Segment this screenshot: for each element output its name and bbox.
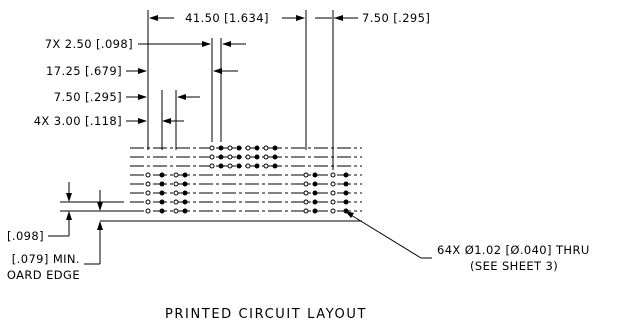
- pad-hole: [272, 163, 278, 169]
- pad-hole: [173, 199, 179, 205]
- pad-hole: [330, 181, 336, 187]
- dimension-right-offset-label: 7.50 [.295]: [362, 11, 430, 25]
- pad-hole: [263, 154, 269, 160]
- pad-hole: [236, 145, 242, 151]
- pad-hole: [209, 163, 215, 169]
- pad-hole: [312, 190, 318, 196]
- pad-hole: [227, 154, 233, 160]
- pad-hole: [218, 145, 224, 151]
- dimension-board-edge-label-2: OARD EDGE: [7, 268, 80, 282]
- pad-hole: [173, 190, 179, 196]
- dimension-right-offset: 7.50 [.295]: [315, 10, 430, 170]
- pad-hole: [343, 181, 349, 187]
- pad-hole: [312, 208, 318, 214]
- pad-hole: [182, 181, 188, 187]
- pad-hole: [236, 154, 242, 160]
- pad-hole: [312, 181, 318, 187]
- pad-hole: [173, 172, 179, 178]
- dimension-offset-a-label: 17.25 [.679]: [46, 64, 122, 78]
- pad-hole: [330, 208, 336, 214]
- pad-hole: [263, 145, 269, 151]
- dimension-vertical-pitch-label: [.098]: [7, 229, 44, 243]
- pad-hole: [272, 145, 278, 151]
- pad-hole: [303, 208, 309, 214]
- dimension-offset-b: 7.50 [.295]: [54, 90, 200, 150]
- dimension-board-edge: [.079] MIN. OARD EDGE: [7, 190, 103, 282]
- pad-hole: [209, 145, 215, 151]
- pad-hole: [159, 190, 165, 196]
- pad-hole: [330, 190, 336, 196]
- pad-hole: [343, 172, 349, 178]
- pad-hole: [272, 154, 278, 160]
- pad-hole: [303, 199, 309, 205]
- pad-hole: [343, 199, 349, 205]
- pad-hole: [159, 172, 165, 178]
- pad-hole: [145, 208, 151, 214]
- pad-hole: [227, 145, 233, 151]
- pad-hole: [303, 190, 309, 196]
- dimension-hole-spacing: 4X 3.00 [.118]: [34, 114, 184, 128]
- dimension-overall-width-label: 41.50 [1.634]: [185, 11, 269, 25]
- pad-hole: [209, 154, 215, 160]
- pad-hole: [245, 163, 251, 169]
- pad-hole: [173, 181, 179, 187]
- pad-hole: [343, 190, 349, 196]
- dimension-pitch-label: 7X 2.50 [.098]: [45, 37, 133, 51]
- dimension-overall-width: 41.50 [1.634]: [147, 10, 307, 150]
- pad-hole: [173, 208, 179, 214]
- pad-hole: [263, 163, 269, 169]
- dimension-hole-spacing-label: 4X 3.00 [.118]: [34, 114, 122, 128]
- pad-hole: [145, 199, 151, 205]
- pad-hole: [245, 145, 251, 151]
- pad-hole: [182, 172, 188, 178]
- pad-hole: [145, 190, 151, 196]
- pad-hole: [159, 181, 165, 187]
- pad-hole: [245, 154, 251, 160]
- pad-hole: [254, 163, 260, 169]
- drawing-title: PRINTED CIRCUIT LAYOUT: [165, 307, 367, 322]
- pad-hole: [218, 163, 224, 169]
- dimension-pitch: 7X 2.50 [.098]: [45, 37, 246, 142]
- hole-callout-line-1: 64X Ø1.02 [Ø.040] THRU: [437, 243, 590, 257]
- pad-hole: [145, 172, 151, 178]
- pad-hole: [303, 172, 309, 178]
- dimension-board-edge-label-1: [.079] MIN.: [12, 252, 80, 266]
- dimension-vertical-pitch: [.098]: [7, 182, 124, 243]
- pad-hole: [227, 163, 233, 169]
- dimension-offset-b-label: 7.50 [.295]: [54, 90, 122, 104]
- pad-hole: [312, 199, 318, 205]
- pad-hole: [312, 172, 318, 178]
- pad-hole: [236, 163, 242, 169]
- pad-hole: [182, 199, 188, 205]
- pad-hole: [218, 154, 224, 160]
- pad-hole: [145, 181, 151, 187]
- pcb-pads: [145, 145, 349, 214]
- hole-callout-line-2: (SEE SHEET 3): [470, 259, 558, 273]
- pad-hole: [159, 208, 165, 214]
- pad-hole: [254, 154, 260, 160]
- pad-hole: [182, 190, 188, 196]
- pad-hole: [330, 172, 336, 178]
- pad-hole: [182, 208, 188, 214]
- hole-callout: 64X Ø1.02 [Ø.040] THRU (SEE SHEET 3): [345, 211, 590, 273]
- pad-hole: [159, 199, 165, 205]
- pad-hole: [303, 181, 309, 187]
- pad-hole: [330, 199, 336, 205]
- pad-hole: [254, 145, 260, 151]
- dimension-offset-a: 17.25 [.679]: [46, 64, 238, 78]
